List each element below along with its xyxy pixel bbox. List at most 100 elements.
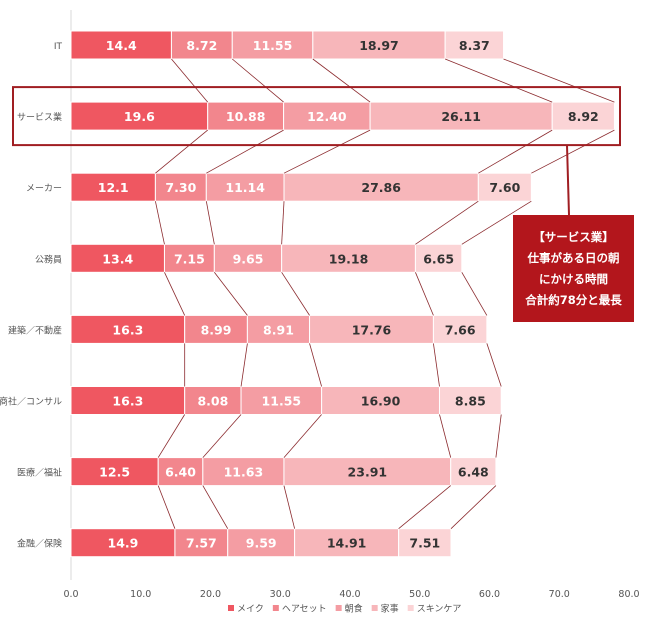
bar-segment [70, 243, 165, 273]
data-label: 6.40 [165, 465, 196, 480]
connector-line [202, 414, 242, 458]
x-tick-label: 20.0 [200, 589, 221, 600]
data-label: 14.9 [108, 536, 139, 551]
bar-segment [70, 528, 176, 558]
connector-line [415, 272, 434, 316]
connector-line [283, 129, 371, 174]
bar-segment [70, 172, 156, 202]
legend-label: メイク [237, 604, 264, 615]
data-label: 11.14 [225, 180, 265, 195]
connector-line [415, 200, 479, 245]
data-label: 11.55 [262, 394, 302, 409]
connector-line [495, 414, 502, 458]
legend-swatch [272, 605, 279, 611]
x-tick-label: 60.0 [479, 589, 500, 600]
connector-line [433, 343, 440, 387]
category-label: 医療／福祉 [17, 467, 62, 479]
data-label: 8.99 [201, 322, 232, 337]
connector-line [205, 201, 215, 245]
data-label: 23.91 [348, 465, 388, 480]
bar-segment [174, 528, 229, 558]
data-label: 14.91 [327, 536, 367, 551]
connector-line [312, 58, 371, 103]
bar-segment [551, 101, 615, 131]
data-label: 11.63 [224, 465, 264, 480]
data-label: 16.3 [112, 322, 143, 337]
connector-line [202, 485, 229, 529]
callout-pointer [566, 145, 570, 216]
data-label: 16.3 [112, 394, 143, 409]
x-tick-label: 50.0 [409, 589, 430, 600]
connector-line [157, 485, 176, 529]
x-tick-label: 30.0 [270, 589, 291, 600]
x-tick-label: 40.0 [339, 589, 360, 600]
data-label: 12.5 [99, 465, 130, 480]
bar-segment [213, 243, 283, 273]
x-tick-label: 80.0 [618, 589, 639, 600]
data-label: 9.59 [246, 536, 277, 551]
data-label: 12.1 [98, 180, 129, 195]
data-label: 8.72 [186, 38, 217, 53]
category-label: 金融／保険 [17, 538, 62, 550]
bar-segment [205, 172, 285, 202]
connector-line [439, 414, 452, 458]
bar-segment [321, 386, 440, 415]
data-label: 6.48 [458, 465, 489, 480]
category-label: 建築／不動産 [8, 324, 62, 336]
connector-line [232, 58, 284, 103]
annotation-line: 仕事がある日の朝 [527, 250, 620, 265]
data-label: 14.4 [106, 38, 137, 53]
bar-segment [154, 172, 207, 202]
connector-line [450, 485, 497, 529]
bar-segment [283, 457, 452, 487]
bar-segment [184, 314, 248, 344]
category-label: 公務員 [35, 253, 62, 265]
data-label: 26.11 [441, 109, 481, 124]
annotation-line: 【サービス業】 [533, 229, 614, 244]
highlight-box [12, 86, 621, 147]
bar-segment [438, 386, 502, 415]
bar-segment [227, 528, 296, 558]
connector-line [155, 129, 208, 174]
connector-line [164, 272, 186, 316]
connector-line [155, 201, 165, 245]
bar-segment [450, 457, 497, 487]
bar-segment [477, 172, 532, 202]
data-label: 7.30 [165, 180, 196, 195]
bar-segment [207, 101, 285, 131]
category-label: メーカー [26, 183, 62, 194]
connector-line [503, 58, 615, 103]
bar-segment [369, 101, 553, 131]
bar-segment [70, 314, 186, 344]
connector-line [214, 272, 248, 316]
category-label: IT [54, 42, 63, 52]
bar-segment [283, 172, 479, 202]
bar-segment [231, 30, 314, 60]
data-label: 8.92 [568, 109, 599, 124]
data-label: 7.66 [445, 322, 476, 337]
data-label: 9.65 [233, 251, 264, 266]
bar-segment [240, 386, 323, 415]
data-label: 7.60 [489, 180, 520, 195]
category-label: 商社／コンサル [0, 396, 62, 408]
connector-line [157, 414, 186, 458]
data-label: 8.85 [455, 394, 486, 409]
connector-line [281, 272, 310, 316]
data-label: 16.90 [361, 394, 401, 409]
data-label: 27.86 [361, 180, 401, 195]
bar-segment [414, 243, 463, 273]
x-tick-label: 10.0 [130, 589, 151, 600]
connector-line [206, 129, 284, 174]
data-label: 10.88 [226, 109, 266, 124]
legend-swatch [407, 605, 414, 611]
bar-segment [281, 243, 416, 273]
connector-line [283, 485, 296, 529]
legend-swatch [335, 605, 342, 611]
data-label: 13.4 [102, 251, 133, 266]
connector-line [240, 343, 248, 387]
data-label: 7.57 [186, 536, 217, 551]
bar-segment [398, 528, 452, 558]
connector-line [531, 129, 615, 174]
connector-line [283, 414, 322, 458]
